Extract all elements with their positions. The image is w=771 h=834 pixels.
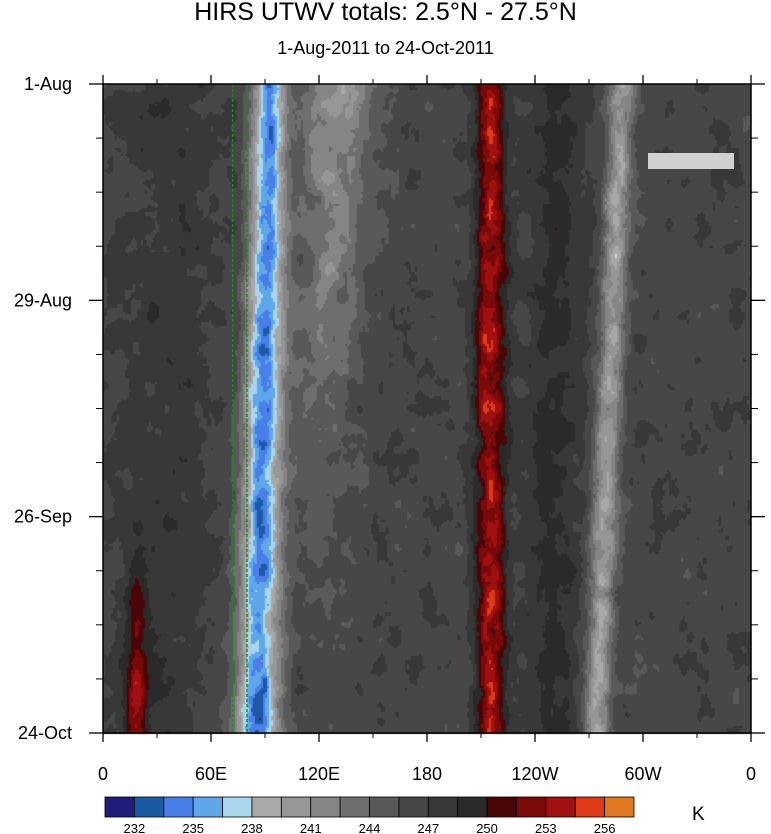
x-tick-label: 0 [98,764,108,784]
colorbar-box [545,796,576,818]
colorbar-box [222,796,253,818]
colorbar-box [604,796,635,818]
x-tick-label: 0 [746,764,756,784]
plot-frame [102,83,752,734]
y-tick-label: 29-Aug [14,290,72,310]
colorbar-units: K [692,804,705,825]
marker-box [648,153,734,169]
colorbar-box [310,796,341,818]
colorbar-label: 253 [535,821,557,834]
colorbar-box [486,796,517,818]
colorbar-box [339,796,370,818]
colorbar-label: 235 [182,821,204,834]
colorbar-label: 244 [359,821,381,834]
y-tick-label: 1-Aug [24,74,72,94]
colorbar-label: 250 [476,821,498,834]
x-tick-label: 60E [195,764,227,784]
x-tick-label: 120E [298,764,340,784]
colorbar-box [574,796,606,818]
x-tick-label: 120W [511,764,558,784]
colorbar-box [457,796,488,818]
x-tick-label: 180 [412,764,442,784]
colorbar-label: 238 [241,821,263,834]
colorbar-box [104,796,135,818]
colorbar-label: 241 [300,821,322,834]
colorbar-box [163,796,194,818]
colorbar-label: 256 [594,821,616,834]
x-tick-label: 60W [624,764,661,784]
colorbar-box [516,796,547,818]
y-tick-label: 26-Sep [14,507,72,527]
y-tick-label: 24-Oct [18,723,72,743]
chart-title: HIRS UTWV totals: 2.5°N - 27.5°N [194,0,577,26]
chart-subtitle: 1-Aug-2011 to 24-Oct-2011 [277,38,494,58]
colorbar-box [427,796,459,818]
colorbar-label: 232 [124,821,146,834]
colorbar-box [192,796,223,818]
colorbar-box [133,796,165,818]
colorbar-box [369,796,400,818]
colorbar-box [251,796,282,818]
colorbar-box [280,796,312,818]
colorbar-label: 247 [417,821,439,834]
colorbar-box [398,796,429,818]
